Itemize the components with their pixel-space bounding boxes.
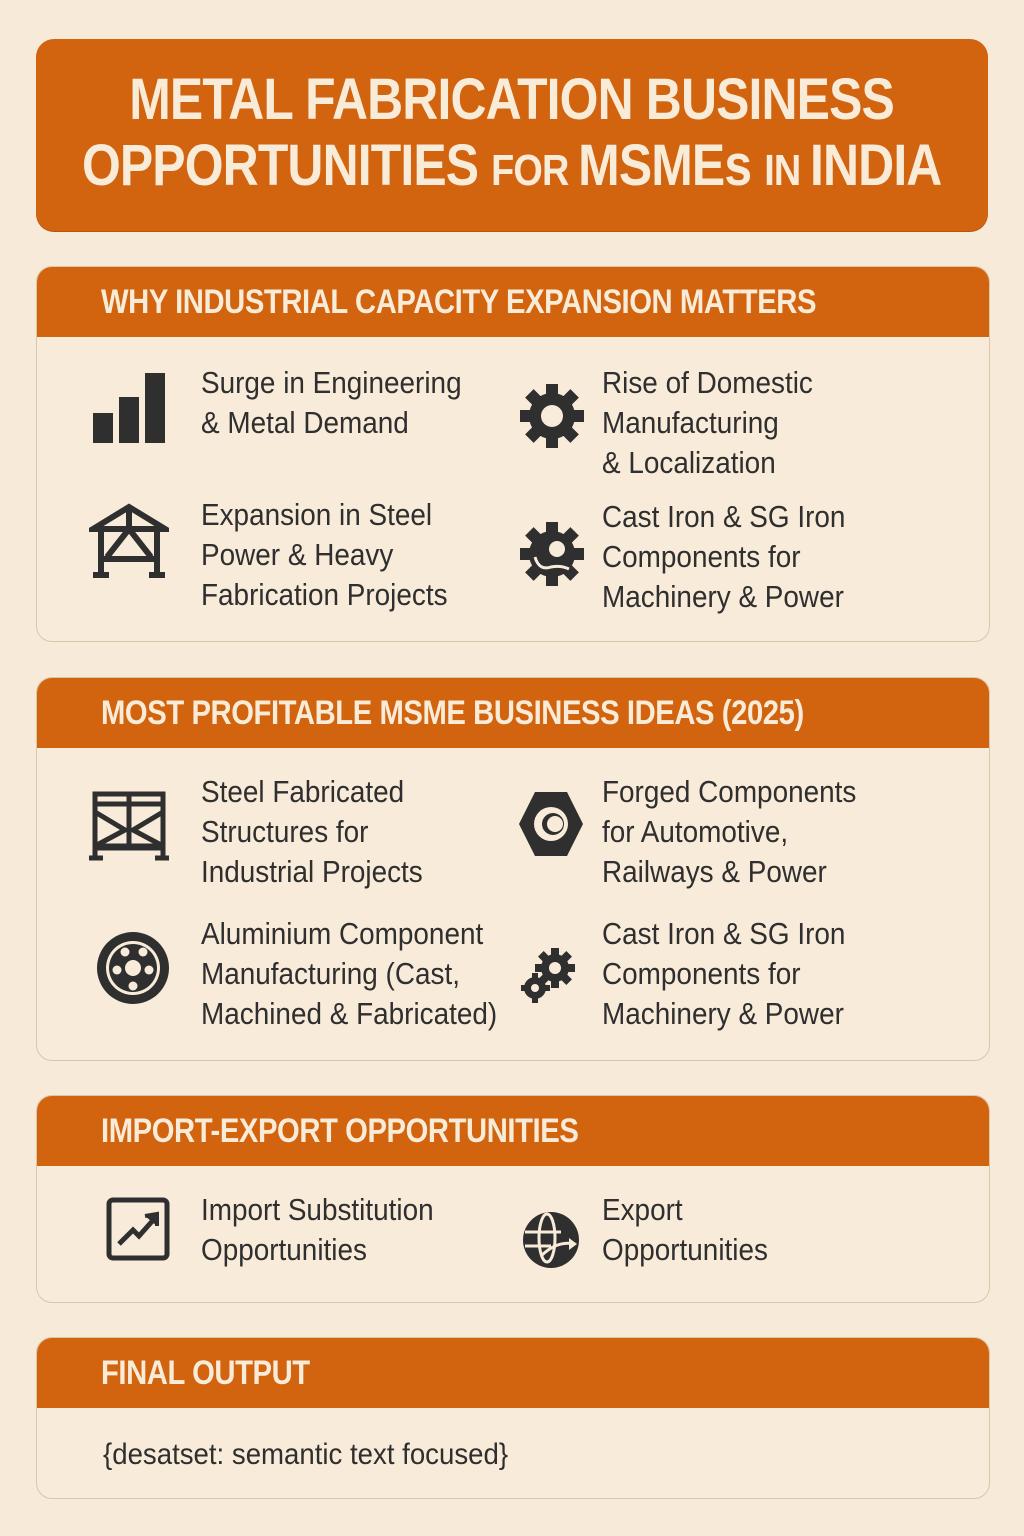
title-banner: METAL FABRICATION BUSINESS OPPORTUNITIES… bbox=[36, 39, 988, 231]
steel-frame-structure-icon bbox=[82, 501, 176, 581]
title-word-opportunities: OPPORTUNITIES bbox=[82, 132, 492, 198]
final-output-text: {desatset: semantic text focused} bbox=[103, 1438, 509, 1471]
section-header: MOST PROFITABLE MSME BUSINESS IDEAS (202… bbox=[37, 678, 989, 748]
section-title: FINAL OUTPUT bbox=[101, 1353, 310, 1392]
gear-icon bbox=[517, 381, 587, 451]
item-text: Expansion in Steel Power & Heavy Fabrica… bbox=[201, 497, 448, 612]
section-capacity-expansion: WHY INDUSTRIAL CAPACITY EXPANSION MATTER… bbox=[36, 266, 990, 642]
title-line-1: METAL FABRICATION BUSINESS bbox=[129, 66, 896, 132]
title-word-for: FOR bbox=[491, 145, 579, 195]
wheel-rim-icon bbox=[95, 930, 171, 1006]
bar-chart-icon bbox=[89, 367, 169, 447]
item-text: Aluminium Component Manufacturing (Cast,… bbox=[201, 916, 498, 1031]
section-header: IMPORT-EXPORT OPPORTUNITIES bbox=[37, 1096, 989, 1166]
section-title: MOST PROFITABLE MSME BUSINESS IDEAS (202… bbox=[101, 693, 804, 732]
item-text: Cast Iron & SG Iron Components for Machi… bbox=[602, 499, 846, 614]
section-profitable-ideas: MOST PROFITABLE MSME BUSINESS IDEAS (202… bbox=[36, 677, 990, 1061]
title-line-2: OPPORTUNITIES FOR MSMEs IN INDIA bbox=[82, 133, 942, 204]
item-text: Steel Fabricated Structures for Industri… bbox=[201, 774, 423, 889]
gears-icon bbox=[520, 946, 581, 1006]
item-text: Export Opportunities bbox=[602, 1192, 768, 1267]
title-word-india: INDIA bbox=[810, 132, 942, 198]
item-text: Surge in Engineering & Metal Demand bbox=[201, 365, 462, 440]
section-header: FINAL OUTPUT bbox=[37, 1338, 989, 1408]
globe-arrow-icon bbox=[521, 1210, 581, 1270]
cast-gear-icon bbox=[517, 519, 587, 589]
item-text: Rise of Domestic Manufacturing & Localiz… bbox=[602, 365, 813, 480]
section-title: WHY INDUSTRIAL CAPACITY EXPANSION MATTER… bbox=[101, 282, 817, 321]
section-header: WHY INDUSTRIAL CAPACITY EXPANSION MATTER… bbox=[37, 267, 989, 337]
title-word-msmes: MSMEs bbox=[578, 132, 765, 198]
section-final-output: FINAL OUTPUT {desatset: semantic text fo… bbox=[36, 1337, 990, 1499]
item-text: Import Substitution Opportunities bbox=[201, 1192, 434, 1267]
item-text: Cast Iron & SG Iron Components for Machi… bbox=[602, 916, 846, 1031]
title-word-in: IN bbox=[764, 145, 811, 195]
trend-up-icon bbox=[105, 1196, 171, 1262]
section-import-export: IMPORT-EXPORT OPPORTUNITIES Import Subst… bbox=[36, 1095, 990, 1303]
hex-nut-icon bbox=[515, 788, 587, 860]
item-text: Forged Components for Automotive, Railwa… bbox=[602, 774, 857, 889]
section-title: IMPORT-EXPORT OPPORTUNITIES bbox=[101, 1111, 579, 1150]
scaffold-structure-icon bbox=[89, 788, 169, 868]
